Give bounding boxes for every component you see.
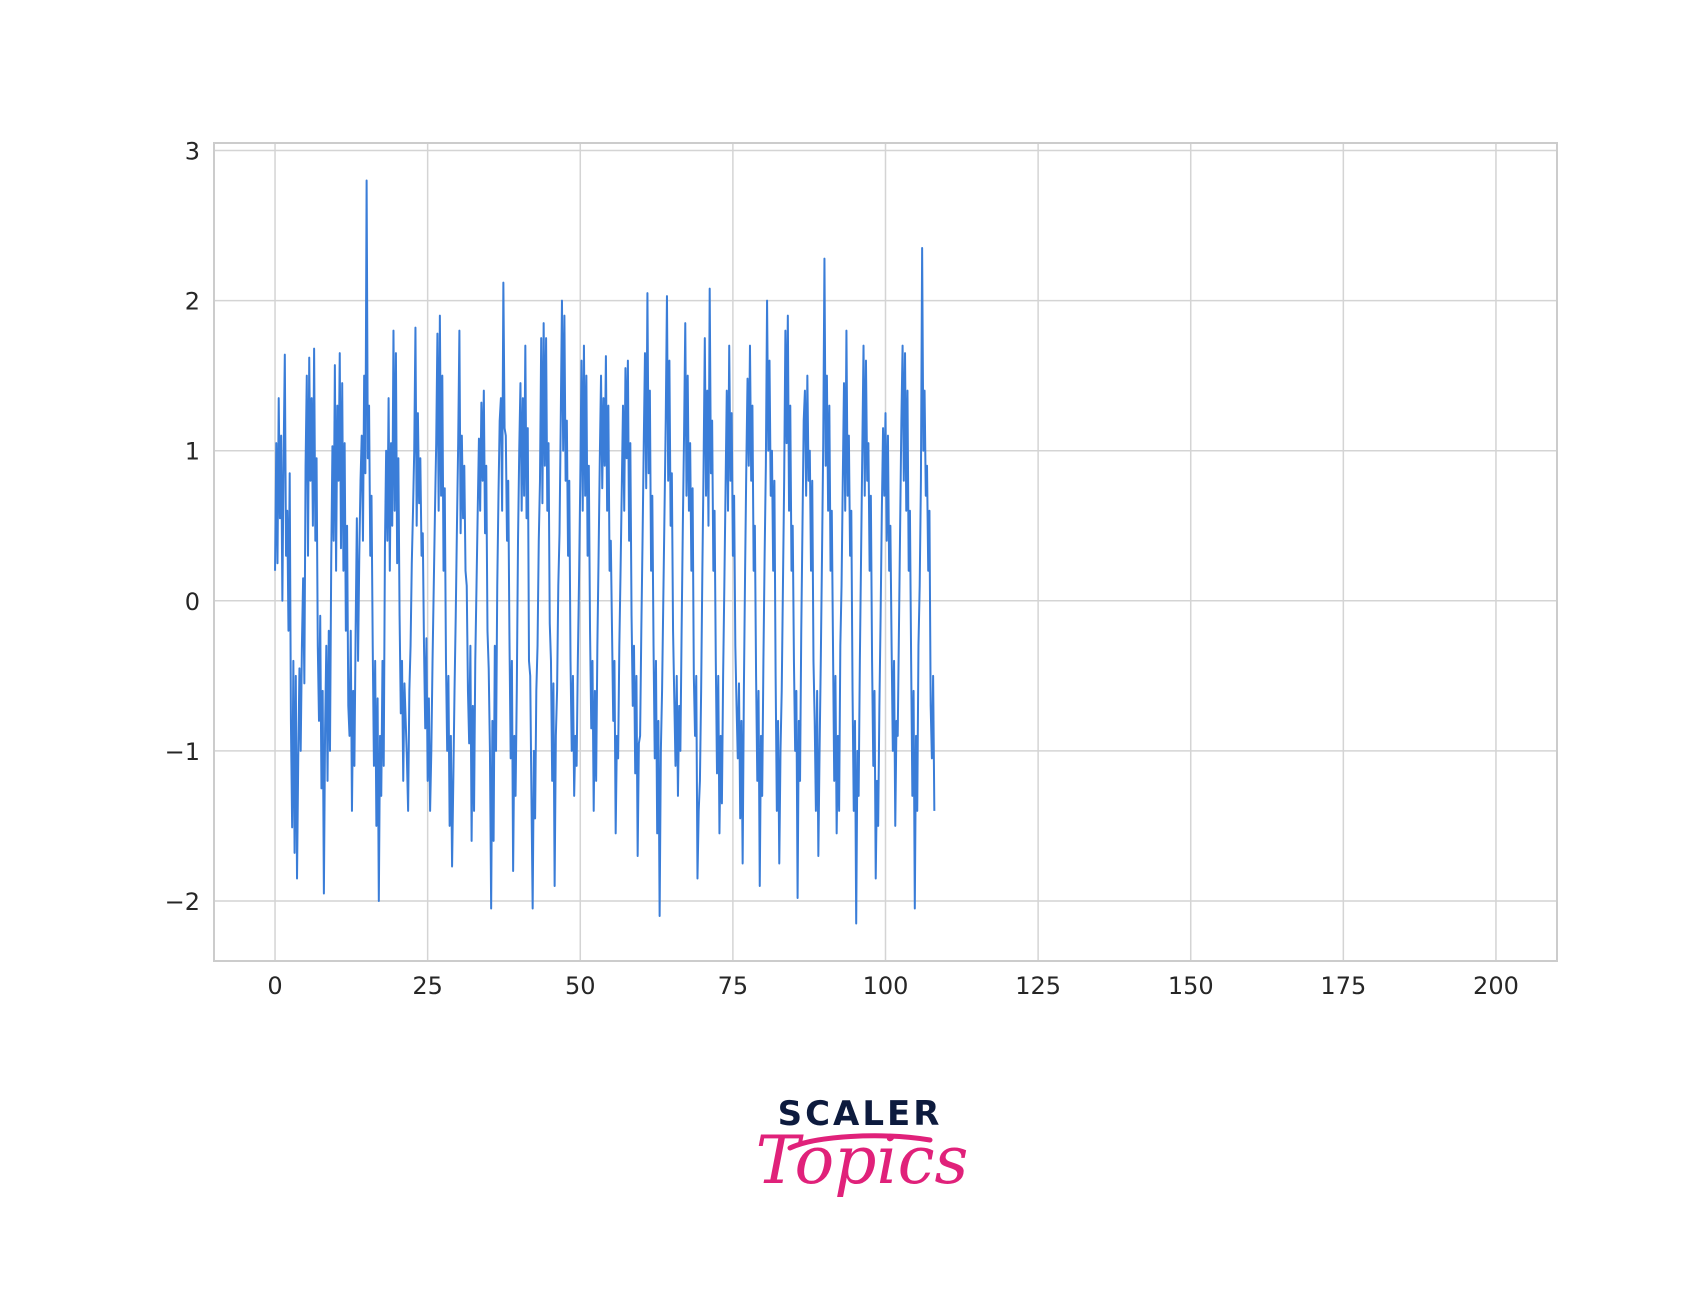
x-tick-label: 175 <box>1320 972 1366 1000</box>
x-tick-label: 75 <box>718 972 749 1000</box>
y-tick-label: 0 <box>185 588 200 616</box>
y-tick-label: 2 <box>185 288 200 316</box>
x-tick-label: 150 <box>1168 972 1214 1000</box>
y-axis-ticks: −2 −1 0 1 2 3 <box>165 138 200 916</box>
y-tick-label: 3 <box>185 138 200 166</box>
x-tick-label: 25 <box>412 972 443 1000</box>
y-tick-label: −1 <box>165 738 200 766</box>
y-tick-label: −2 <box>165 888 200 916</box>
x-tick-label: 0 <box>267 972 282 1000</box>
x-tick-label: 100 <box>863 972 909 1000</box>
x-tick-label: 200 <box>1473 972 1519 1000</box>
x-axis-ticks: 0 25 50 75 100 125 150 175 200 <box>267 972 1518 1000</box>
logo-swash <box>787 1133 933 1151</box>
logo-wordmark: SCALER <box>778 1094 943 1134</box>
y-tick-label: 1 <box>185 438 200 466</box>
x-tick-label: 50 <box>565 972 596 1000</box>
series-layer <box>274 179 936 925</box>
series-line <box>274 179 936 925</box>
x-tick-label: 125 <box>1015 972 1061 1000</box>
plot-frame <box>213 142 1558 962</box>
